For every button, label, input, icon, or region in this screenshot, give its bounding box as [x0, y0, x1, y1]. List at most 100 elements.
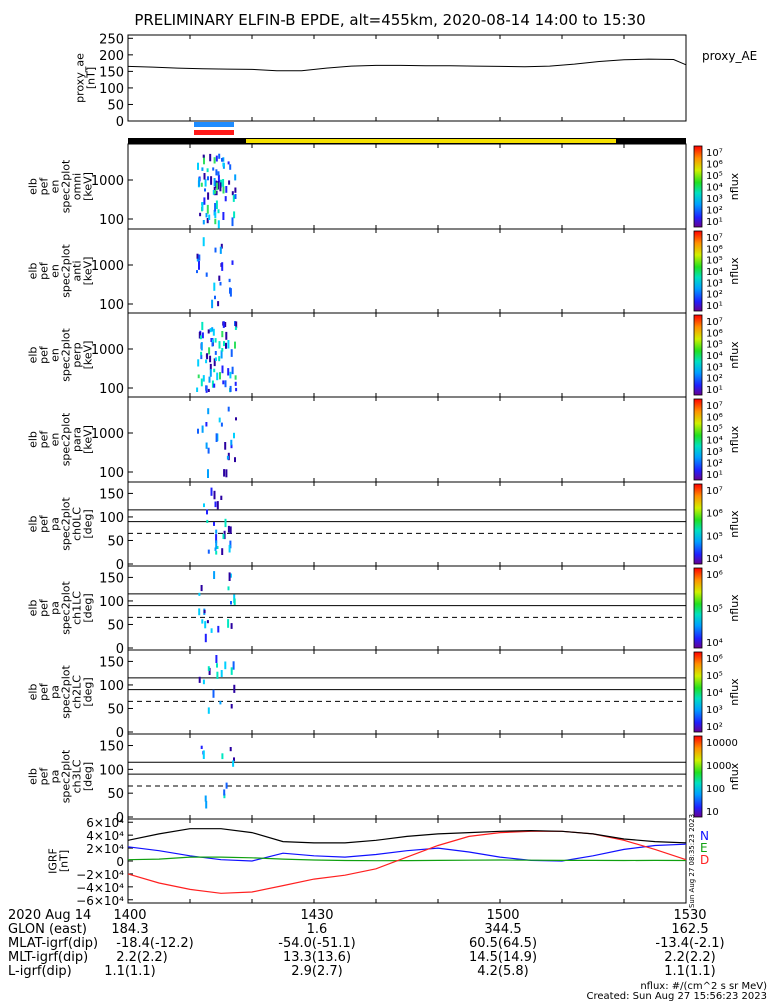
spec-panel-2-speck-11: [213, 358, 216, 367]
spec-panel-2-speck-52: [211, 380, 214, 388]
spec-panel-7-speck-10: [225, 782, 228, 789]
spec-panel-2-speck-38: [229, 371, 232, 379]
spec-panel-0-speck-48: [198, 177, 201, 187]
spec-panel-5-ylabel-line-2: pa: [49, 601, 62, 615]
spec-panel-5-ylabel-line-3: spec2plot: [60, 581, 73, 635]
spec-panel-2-speck-55: [227, 340, 230, 349]
spec-panel-2-speck-46: [229, 385, 232, 392]
spec-panel-2-speck-47: [221, 331, 224, 338]
spec-panel-0-speck-19: [233, 211, 236, 219]
mlt-2: 14.5(14.9): [468, 950, 538, 965]
igrf-ytick-label-2: 2×10⁴: [86, 842, 124, 856]
spec-panel-0-speck-27: [222, 212, 225, 220]
spec-panel-0-frame: [127, 143, 687, 230]
spec-panel-2-speck-2: [208, 376, 211, 383]
spec-panel-5-ylabel-line-4: ch1LC: [71, 591, 84, 625]
spec-panel-6-ylabel-line-0: elb: [27, 684, 40, 701]
spec-panel-4-speck-0: [220, 495, 223, 500]
spec-panel-0-speck-38: [203, 173, 206, 180]
spec-panel-2-speck-22: [201, 321, 204, 331]
spec-panel-0-speck-0: [215, 190, 218, 196]
spec-panel-2-speck-45: [209, 355, 212, 363]
spec-panel-2-speck-3: [231, 366, 234, 375]
spec-panel-5-speck-13: [201, 619, 204, 624]
spec-panel-3-speck-15: [235, 417, 237, 421]
spec-panel-4-cbar-tick-3: 10⁴: [706, 554, 723, 565]
spec-panel-4-speck-11: [221, 548, 224, 555]
spec-panel-7-ylabel-line-5: [deg]: [82, 762, 95, 791]
spec-panel-0-speck-5: [203, 155, 205, 165]
spec-panel-0-speck-49: [222, 162, 225, 167]
row-mlat: MLAT-igrf(dip) -18.4(-12.2) -54.0(-51.1)…: [0, 936, 775, 951]
spec-panel-2-speck-69: [213, 383, 216, 388]
igrf-ytick-label-6: −6×10⁴: [76, 894, 124, 908]
spec-panel-2-speck-63: [207, 329, 210, 334]
mlat-1: -54.0(-51.1): [278, 936, 356, 951]
spec-panel-3-cbar-tick-5: 10²: [706, 459, 723, 470]
spec-panel-1-speck-20: [198, 254, 201, 261]
spec-panel-6-ylabel-line-5: [deg]: [82, 677, 95, 706]
spec-panel-6-ylabel-line-1: pef: [38, 682, 51, 701]
spec-panel-6-speck-7: [224, 661, 227, 670]
spec-panel-6-ytick-label-2: 50: [107, 702, 124, 717]
spec-panel-2-speck-42: [201, 332, 204, 339]
spec-panel-1-speck-21: [217, 301, 220, 307]
spec-panel-2-speck-60: [222, 321, 225, 328]
spec-panel-2-speck-18: [211, 327, 214, 332]
spec-panel-4-cbar-tick-0: 10⁷: [706, 486, 723, 497]
spec-panel-2-speck-66: [222, 380, 225, 385]
igrf-side-label-0: N: [700, 829, 709, 843]
spec-panel-6-speck-9: [230, 667, 233, 675]
spec-panel-4-ylabel-line-0: elb: [27, 516, 40, 533]
spec-panel-1-speck-0: [218, 275, 221, 281]
panels: 250200150100500proxy_ae[nT]proxy_AE10001…: [27, 32, 758, 908]
spec-panel-3-ylabel-line-5: [keV]: [82, 425, 95, 454]
spec-panel-4-speck-22: [206, 519, 209, 523]
spec-panel-2-speck-14: [208, 347, 211, 355]
spec-panel-1-speck-15: [229, 288, 232, 297]
spec-panel-1-cbar-tick-1: 10⁶: [706, 244, 723, 255]
spec-panel-5-speck-7: [233, 598, 236, 605]
spec-panel-6-cbar-tick-2: 10⁴: [706, 688, 723, 699]
spec-panel-2-ylabel-line-0: elb: [27, 347, 40, 364]
spec-panel-1-speck-11: [196, 270, 198, 274]
spec-panel-2-speck-10: [225, 342, 227, 349]
igrf-series-0: [127, 843, 687, 862]
spec-panel-0-speck-9: [217, 174, 220, 183]
row-mlt: MLT-igrf(dip) 2.2(2.2) 13.3(13.6) 14.5(1…: [0, 950, 775, 965]
spec-panel-4-speck-15: [213, 490, 216, 500]
spec-panel-6-speck-1: [207, 707, 210, 714]
spec-panel-2-speck-65: [205, 385, 208, 391]
proxy-ae-ylabel-line-0: proxy_ae: [74, 53, 87, 103]
spec-panel-6-ylabel-line-2: pa: [49, 685, 62, 699]
spec-panel-3-speck-4: [197, 428, 199, 434]
spec-panel-3-speck-3: [223, 469, 226, 477]
spec-panel-2-speck-25: [205, 359, 208, 364]
spec-panel-4-speck-12: [227, 525, 230, 533]
igrf-side-note: Sun Aug 27 08:35:23 2023: [688, 814, 696, 908]
spec-panel-6-speck-12: [215, 655, 218, 663]
spec-panel-1-speck-8: [214, 247, 217, 253]
proxy-ae-ytick-label-0: 250: [99, 32, 124, 47]
spec-panel-6-ylabel-line-3: spec2plot: [60, 665, 73, 719]
spec-panel-0-cbar-tick-0: 10⁷: [706, 148, 723, 159]
spec-panel-0-speck-26: [197, 162, 199, 170]
spec-panel-7-speck-6: [232, 760, 235, 767]
row-time-label: 2020 Aug 14: [8, 908, 92, 923]
spec-panel-0-speckle: [197, 153, 237, 229]
spec-panel-6-ytick-label-1: 100: [99, 679, 124, 694]
mlt-1: 13.3(13.6): [282, 950, 352, 965]
spec-panel-2-speck-4: [214, 338, 217, 343]
spec-panel-2-speck-21: [221, 348, 224, 352]
spec-panel-7-speck-2: [204, 795, 207, 802]
spec-panel-0-ytick-label-0: 1000: [91, 174, 124, 189]
spec-panel-0-cbar-label: nflux: [728, 172, 741, 200]
spec-panel-0-ylabel-line-1: pef: [38, 177, 51, 196]
spec-panel-2-ylabel-line-1: pef: [38, 345, 51, 364]
spec-panel-2-speck-40: [214, 351, 217, 355]
spec-panel-5-colorbar: [693, 567, 703, 649]
spec-panel-0-speck-21: [204, 179, 207, 187]
